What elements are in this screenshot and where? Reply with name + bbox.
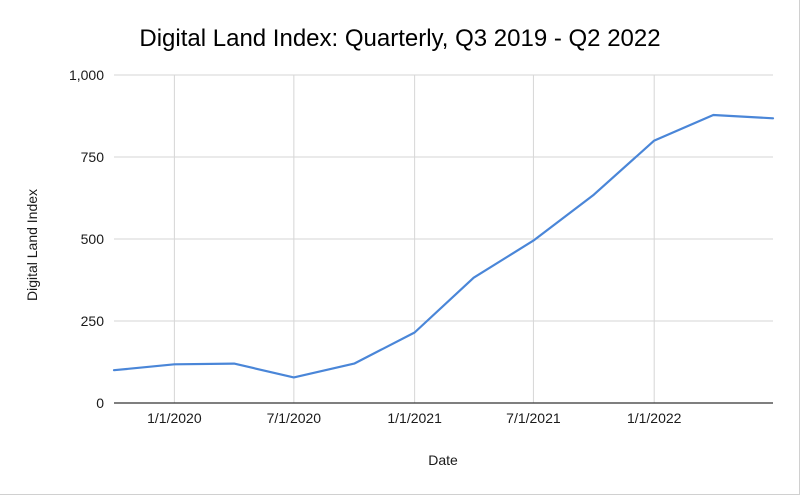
gridlines [114, 74, 773, 403]
series-layer [112, 113, 775, 379]
x-tick-label: 1/1/2021 [387, 410, 442, 426]
x-tick-label: 7/1/2020 [267, 410, 322, 426]
x-tick-label: 1/1/2022 [627, 410, 682, 426]
x-axis-title: Date [428, 452, 458, 468]
y-tick-label: 250 [81, 313, 105, 329]
y-tick-label: 750 [81, 149, 105, 165]
series-line [112, 113, 775, 379]
y-axis-title: Digital Land Index [24, 189, 40, 301]
y-tick-label: 0 [96, 395, 104, 411]
tick-labels: 0 250 500 750 1,000 1/1/2020 7/1/2020 1/1/2021 7… [69, 67, 682, 426]
x-tick-label: 1/1/2020 [147, 410, 202, 426]
y-tick-label: 1,000 [69, 67, 104, 83]
x-tick-label: 7/1/2021 [506, 410, 561, 426]
chart-title: Digital Land Index: Quarterly, Q3 2019 -… [139, 25, 660, 52]
y-tick-label: 500 [81, 231, 105, 247]
